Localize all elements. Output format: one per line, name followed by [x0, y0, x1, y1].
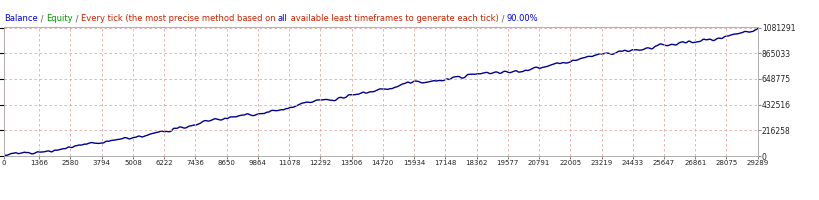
- Text: /: /: [73, 14, 80, 23]
- Text: /: /: [498, 14, 506, 23]
- Text: Equity: Equity: [46, 14, 73, 23]
- Text: available least timeframes to generate each tick): available least timeframes to generate e…: [287, 14, 498, 23]
- Text: all: all: [278, 14, 287, 23]
- Text: Every tick (the most precise method based on: Every tick (the most precise method base…: [80, 14, 278, 23]
- Text: 90.00%: 90.00%: [506, 14, 538, 23]
- Text: Balance: Balance: [4, 14, 38, 23]
- Text: /: /: [38, 14, 46, 23]
